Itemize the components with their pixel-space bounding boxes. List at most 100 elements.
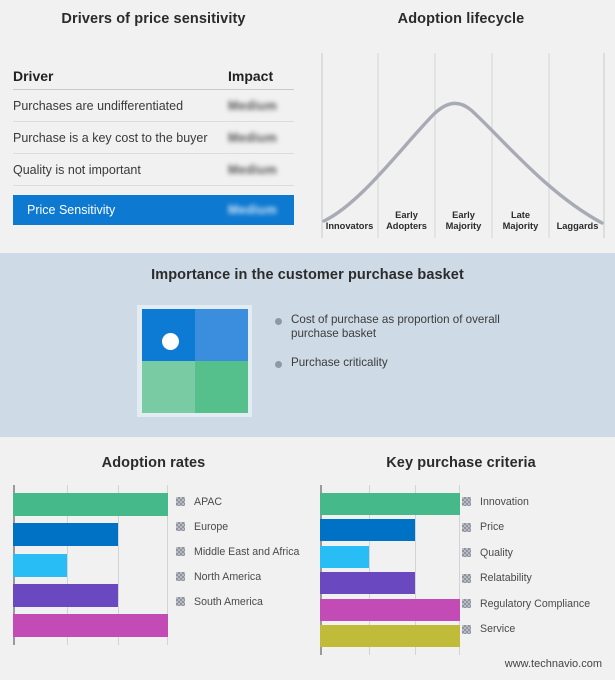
legend-item: South America	[176, 589, 306, 614]
legend-swatch-icon	[462, 573, 471, 583]
drivers-panel: Drivers of price sensitivity Driver Impa…	[0, 0, 307, 253]
adoption-rates-title: Adoption rates	[101, 455, 206, 471]
legend-item: North America	[176, 564, 306, 589]
impact-value-highlighted: Medium	[228, 203, 278, 217]
legend-swatch-icon	[462, 522, 471, 532]
legend-swatch-icon	[176, 572, 185, 581]
driver-label: Purchases are undifferentiated	[13, 98, 184, 113]
bell-curve-svg	[321, 53, 605, 238]
stage-label-early-majority: Early Majority	[445, 210, 482, 231]
quadrant-bottom-left	[142, 361, 195, 413]
criteria-chart	[320, 485, 461, 655]
key-purchase-criteria-title: Key purchase criteria	[386, 455, 536, 471]
position-marker-dot	[162, 333, 179, 350]
legend-swatch-icon	[462, 548, 471, 558]
legend-swatch-icon	[176, 522, 185, 531]
legend-item: Cost of purchase as proportion of overal…	[275, 313, 575, 341]
bar-europe	[13, 523, 119, 547]
legend-item: Quality	[462, 540, 615, 566]
bar-relatability	[320, 572, 416, 595]
legend-label: North America	[194, 570, 262, 583]
legend-label: Purchase criticality	[291, 356, 388, 369]
bell-curve-chart	[321, 53, 606, 238]
bell-curve-path	[322, 101, 604, 225]
gridline	[369, 485, 370, 655]
gridline	[415, 485, 417, 655]
impact-value: Medium	[228, 162, 278, 177]
y-axis	[320, 485, 322, 655]
column-header-impact: Impact	[228, 67, 274, 84]
legend-label: Service	[480, 623, 516, 636]
stage-label-innovators: Innovators	[325, 221, 374, 231]
legend-label: Price	[480, 521, 505, 534]
stage-label-late-majority: Late Majority	[502, 210, 539, 231]
lifecycle-gridlines	[321, 53, 605, 238]
legend-swatch-icon	[176, 547, 185, 556]
driver-label-highlighted: Price Sensitivity	[27, 203, 116, 217]
lifecycle-stage-labels: Innovators Early Adopters Early Majority L…	[321, 193, 606, 235]
bar-middle-east-and-africa	[13, 553, 68, 577]
key-purchase-criteria-panel: Key purchase criteria Innovation Price	[307, 437, 615, 680]
legend-label: Regulatory Compliance	[480, 597, 591, 610]
impact-value: Medium	[228, 130, 278, 145]
table-header-row: Driver Impact	[13, 62, 294, 90]
gridline	[118, 485, 120, 645]
adoption-bars	[13, 493, 168, 637]
adoption-rates-chart	[13, 485, 169, 645]
legend-label: APAC	[194, 495, 223, 508]
table-row: Purchase is a key cost to the buyer Medi…	[13, 122, 294, 154]
bullet-icon	[275, 361, 282, 368]
drivers-table: Driver Impact Purchases are undifferenti…	[13, 62, 294, 225]
bar-service	[320, 624, 460, 647]
stage-label-laggards: Laggards	[556, 221, 599, 231]
bar-regulatory-compliance	[320, 598, 460, 621]
quadrant-matrix	[137, 305, 252, 417]
legend-swatch-icon	[176, 597, 185, 606]
drivers-title: Drivers of price sensitivity	[61, 11, 246, 27]
legend-swatch-icon	[176, 497, 185, 506]
table-row: Purchases are undifferentiated Medium	[13, 90, 294, 122]
driver-label: Quality is not important	[13, 162, 141, 177]
adoption-plot-area	[13, 485, 169, 645]
table-row: Quality is not important Medium	[13, 154, 294, 186]
adoption-legend: APAC Europe Middle East and Africa North…	[176, 489, 306, 614]
bar-innovation	[320, 493, 460, 515]
column-header-driver: Driver	[13, 67, 54, 84]
legend-label: Middle East and Africa	[194, 545, 300, 558]
bar-north-america	[13, 583, 119, 607]
gridline	[67, 485, 69, 645]
legend-item: Price	[462, 515, 615, 541]
criteria-bars	[320, 493, 460, 647]
impact-value: Medium	[228, 98, 278, 113]
legend-swatch-icon	[462, 624, 471, 634]
legend-label: Cost of purchase as proportion of overal…	[291, 313, 500, 340]
legend-label: Europe	[194, 520, 229, 533]
bar-price	[320, 519, 416, 542]
legend-swatch-icon	[462, 497, 471, 507]
legend-item: Regulatory Compliance	[462, 591, 615, 617]
bullet-icon	[275, 318, 282, 325]
quadrant-bottom-right	[195, 361, 248, 413]
bar-south-america	[13, 614, 168, 637]
legend-item: Innovation	[462, 489, 615, 515]
gridline	[167, 485, 169, 645]
legend-item: Purchase criticality	[275, 356, 575, 370]
legend-item: Europe	[176, 514, 306, 539]
criteria-legend: Innovation Price Quality Relatability Re…	[462, 489, 615, 642]
purchase-basket-panel: Importance in the customer purchase bask…	[0, 253, 615, 437]
adoption-rates-panel: Adoption rates APAC Europe Mid	[0, 437, 307, 680]
lifecycle-panel: Adoption lifecycle Innovators Early Adopt…	[307, 0, 615, 253]
legend-label: South America	[194, 595, 263, 608]
legend-item: APAC	[176, 489, 306, 514]
legend-item: Service	[462, 617, 615, 643]
bar-quality	[320, 545, 369, 568]
quadrant-top-right	[195, 309, 248, 361]
legend-label: Relatability	[480, 572, 532, 585]
legend-label: Quality	[480, 546, 513, 559]
stage-label-early-adopters: Early Adopters	[386, 210, 427, 231]
footer-url: www.technavio.com	[504, 658, 602, 670]
legend-item: Middle East and Africa	[176, 539, 306, 564]
legend-swatch-icon	[462, 599, 471, 609]
driver-label: Purchase is a key cost to the buyer	[13, 130, 208, 145]
quadrant-grid	[142, 309, 248, 413]
